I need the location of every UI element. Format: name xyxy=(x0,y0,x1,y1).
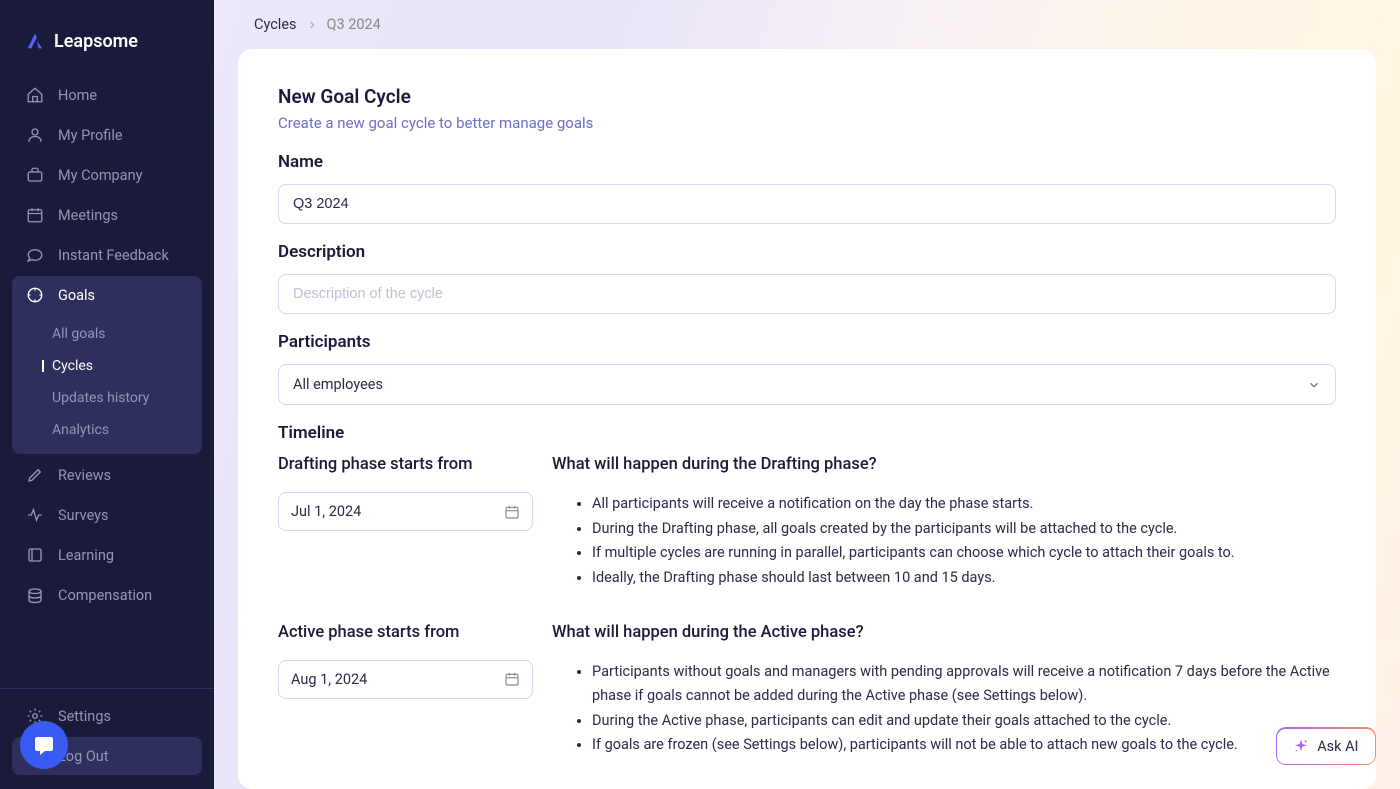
list-item: Ideally, the Drafting phase should last … xyxy=(592,566,1336,591)
ask-ai-label: Ask AI xyxy=(1317,738,1358,755)
sparkle-icon xyxy=(1293,738,1309,754)
sidebar-item-label: Reviews xyxy=(58,467,111,484)
sidebar-item-label: My Company xyxy=(58,167,142,184)
active-info: What will happen during the Active phase… xyxy=(552,623,1336,759)
sidebar-item-label: Surveys xyxy=(58,507,109,524)
sidebar-item-label: Meetings xyxy=(58,207,118,224)
pencil-icon xyxy=(26,466,44,484)
chevron-down-icon xyxy=(1307,378,1321,392)
list-item: During the Drafting phase, all goals cre… xyxy=(592,517,1336,542)
book-icon xyxy=(26,546,44,564)
subnav-cycles[interactable]: Cycles xyxy=(12,350,202,382)
sidebar-item-profile[interactable]: My Profile xyxy=(12,116,202,154)
breadcrumb: Cycles Q3 2024 xyxy=(214,0,1400,49)
sidebar-item-learning[interactable]: Learning xyxy=(12,536,202,574)
ask-ai-button[interactable]: Ask AI xyxy=(1276,727,1376,765)
sidebar-item-label: Instant Feedback xyxy=(58,247,169,264)
active-phase-label: Active phase starts from xyxy=(278,623,538,642)
main: Cycles Q3 2024 New Goal Cycle Create a n… xyxy=(214,0,1400,789)
calendar-icon xyxy=(504,671,520,687)
sidebar-item-label: Goals xyxy=(58,287,95,304)
timeline-label: Timeline xyxy=(278,423,1336,443)
drafting-col: Drafting phase starts from Jul 1, 2024 xyxy=(278,455,538,591)
nav-section: Home My Profile My Company Meetings Inst… xyxy=(0,76,214,688)
coins-icon xyxy=(26,586,44,604)
sidebar-item-label: Learning xyxy=(58,547,114,564)
breadcrumb-link[interactable]: Cycles xyxy=(254,16,297,33)
drafting-date: Jul 1, 2024 xyxy=(291,503,361,520)
sidebar-item-label: Compensation xyxy=(58,587,152,604)
subnav-analytics[interactable]: Analytics xyxy=(12,414,202,446)
participants-label: Participants xyxy=(278,332,1336,352)
sidebar-item-home[interactable]: Home xyxy=(12,76,202,114)
active-date: Aug 1, 2024 xyxy=(291,671,367,688)
sidebar-item-company[interactable]: My Company xyxy=(12,156,202,194)
sidebar-item-label: My Profile xyxy=(58,127,123,144)
chat-icon xyxy=(26,246,44,264)
list-item: During the Active phase, participants ca… xyxy=(592,709,1336,734)
drafting-info-title: What will happen during the Drafting pha… xyxy=(552,455,1336,474)
logo[interactable]: Leapsome xyxy=(0,18,214,76)
home-icon xyxy=(26,86,44,104)
briefcase-icon xyxy=(26,166,44,184)
active-col: Active phase starts from Aug 1, 2024 xyxy=(278,623,538,759)
goals-subnav: All goals Cycles Updates history Analyti… xyxy=(12,314,202,454)
list-item: All participants will receive a notifica… xyxy=(592,492,1336,517)
sidebar-item-label: Home xyxy=(58,87,97,104)
list-item: If multiple cycles are running in parall… xyxy=(592,541,1336,566)
content-card: New Goal Cycle Create a new goal cycle t… xyxy=(238,49,1376,789)
subnav-all-goals[interactable]: All goals xyxy=(12,318,202,350)
page-subtitle: Create a new goal cycle to better manage… xyxy=(278,114,1336,132)
participants-value: All employees xyxy=(293,376,383,393)
sidebar-item-meetings[interactable]: Meetings xyxy=(12,196,202,234)
description-label: Description xyxy=(278,242,1336,262)
sidebar-item-compensation[interactable]: Compensation xyxy=(12,576,202,614)
drafting-date-input[interactable]: Jul 1, 2024 xyxy=(278,492,533,531)
calendar-icon xyxy=(504,504,520,520)
page-title: New Goal Cycle xyxy=(278,85,1336,108)
sidebar-item-surveys[interactable]: Surveys xyxy=(12,496,202,534)
sidebar-item-reviews[interactable]: Reviews xyxy=(12,456,202,494)
name-input[interactable] xyxy=(278,184,1336,224)
intercom-icon xyxy=(32,733,56,757)
subnav-updates-history[interactable]: Updates history xyxy=(12,382,202,414)
list-item: Participants without goals and managers … xyxy=(592,660,1336,709)
chat-fab[interactable] xyxy=(20,721,68,769)
leapsome-logo-icon xyxy=(24,30,46,52)
sidebar-item-label: Settings xyxy=(58,708,111,725)
list-item: If goals are frozen (see Settings below)… xyxy=(592,733,1336,758)
sidebar-item-goals[interactable]: Goals xyxy=(12,276,202,314)
target-icon xyxy=(26,286,44,304)
breadcrumb-current: Q3 2024 xyxy=(327,16,381,33)
drafting-phase-label: Drafting phase starts from xyxy=(278,455,538,474)
logo-text: Leapsome xyxy=(54,31,138,52)
sidebar-item-feedback[interactable]: Instant Feedback xyxy=(12,236,202,274)
description-input[interactable] xyxy=(278,274,1336,314)
drafting-bullets: All participants will receive a notifica… xyxy=(552,492,1336,591)
name-label: Name xyxy=(278,152,1336,172)
drafting-info: What will happen during the Drafting pha… xyxy=(552,455,1336,591)
active-date-input[interactable]: Aug 1, 2024 xyxy=(278,660,533,699)
user-icon xyxy=(26,126,44,144)
sidebar: Leapsome Home My Profile My Company Meet… xyxy=(0,0,214,789)
activity-icon xyxy=(26,506,44,524)
calendar-icon xyxy=(26,206,44,224)
timeline-grid: Drafting phase starts from Jul 1, 2024 W… xyxy=(278,455,1336,758)
chevron-right-icon xyxy=(307,20,317,30)
active-info-title: What will happen during the Active phase… xyxy=(552,623,1336,642)
active-bullets: Participants without goals and managers … xyxy=(552,660,1336,759)
participants-select[interactable]: All employees xyxy=(278,364,1336,405)
